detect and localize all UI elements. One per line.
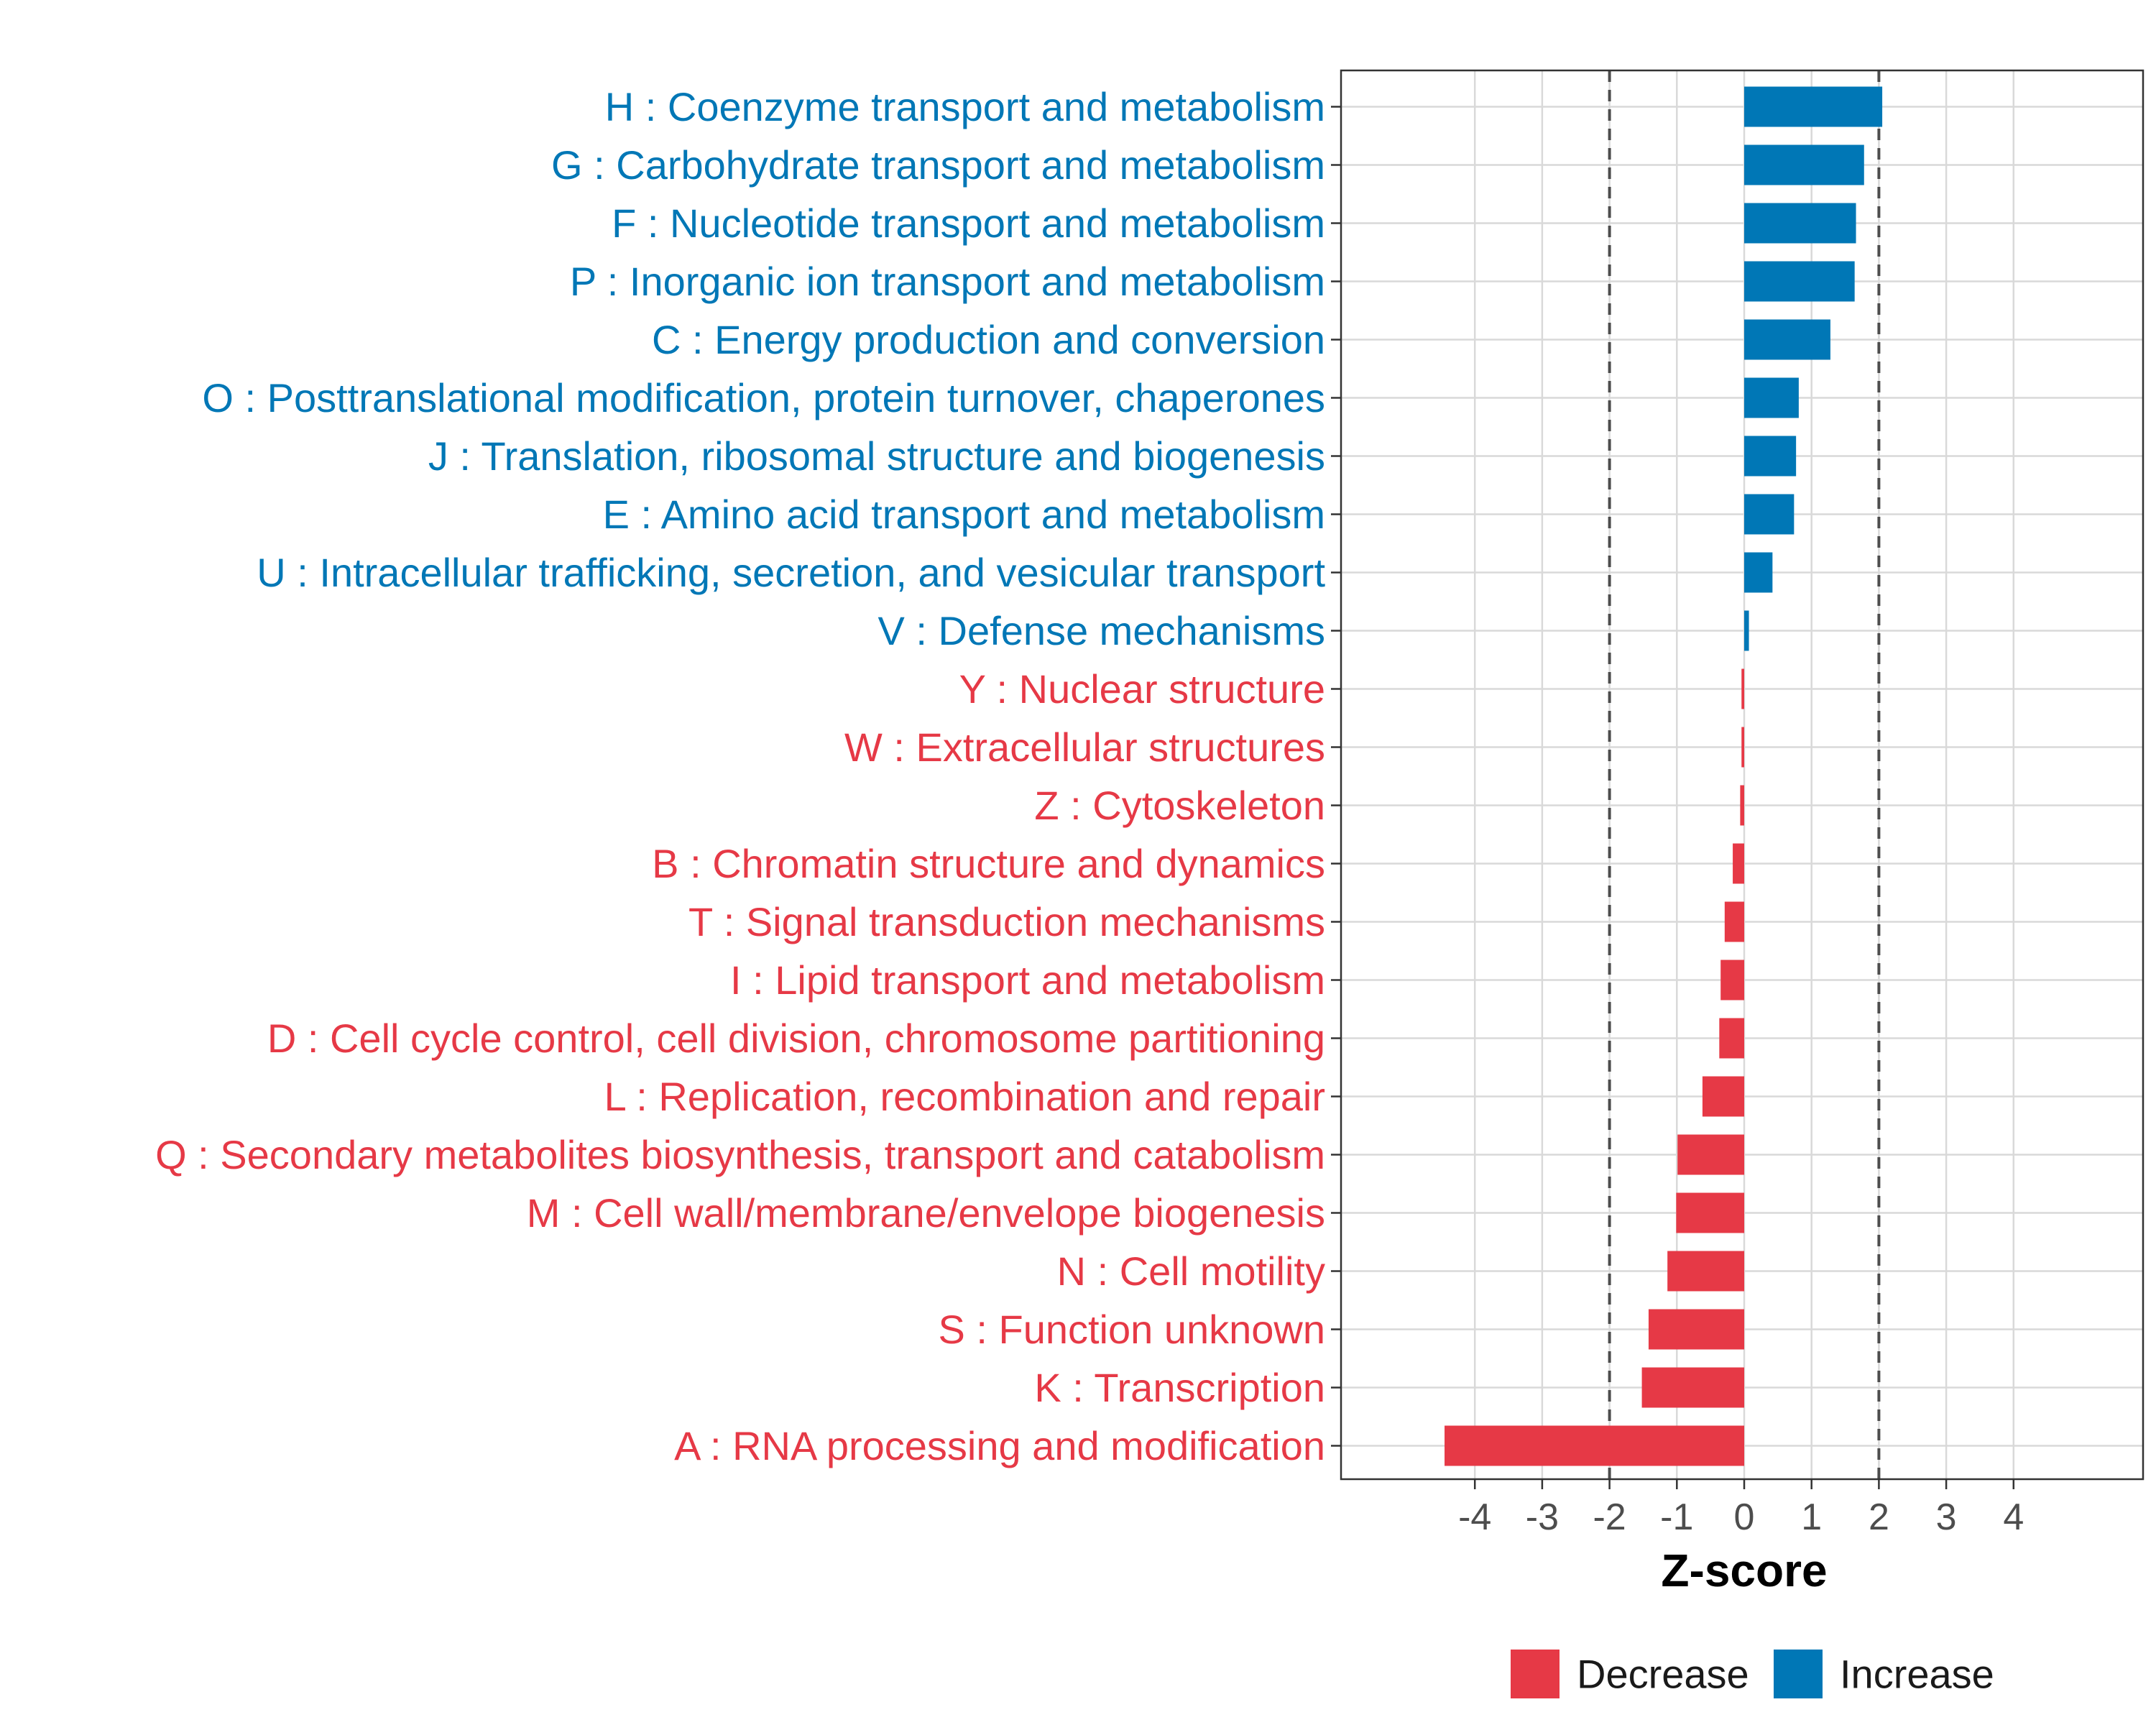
category-label: L : Replication, recombination and repai… xyxy=(604,1074,1325,1119)
bar xyxy=(1720,960,1744,1000)
bar xyxy=(1445,1425,1744,1466)
category-label: F : Nucleotide transport and metabolism xyxy=(612,201,1325,246)
bar xyxy=(1744,552,1773,593)
category-label: G : Carbohydrate transport and metabolis… xyxy=(551,142,1325,188)
category-label: Y : Nuclear structure xyxy=(959,666,1325,712)
plot-panel-frame xyxy=(1340,69,2145,1481)
category-label: D : Cell cycle control, cell division, c… xyxy=(267,1016,1325,1061)
bar xyxy=(1648,1309,1744,1350)
bar xyxy=(1744,86,1883,127)
category-label: V : Defense mechanisms xyxy=(878,608,1325,653)
category-label: I : Lipid transport and metabolism xyxy=(730,957,1325,1003)
category-label: J : Translation, ribosomal structure and… xyxy=(428,433,1325,479)
x-tick-label: -4 xyxy=(1458,1496,1491,1538)
category-label: H : Coenzyme transport and metabolism xyxy=(605,84,1325,129)
bar xyxy=(1702,1076,1744,1117)
legend-label: Decrease xyxy=(1577,1652,1749,1697)
legend-label: Increase xyxy=(1840,1652,1994,1697)
bar xyxy=(1667,1251,1744,1292)
bar xyxy=(1641,1367,1744,1408)
x-tick-label: 3 xyxy=(1936,1496,1957,1538)
category-labels: H : Coenzyme transport and metabolism G :… xyxy=(155,84,1325,1468)
bar xyxy=(1724,901,1744,942)
category-label: U : Intracellular trafficking, secretion… xyxy=(257,550,1325,595)
category-label: Z : Cytoskeleton xyxy=(1034,783,1325,828)
x-tick-label: -1 xyxy=(1660,1496,1693,1538)
bar xyxy=(1744,494,1795,535)
x-axis-title: Z-score xyxy=(1661,1545,1827,1596)
category-label: W : Extracellular structures xyxy=(844,724,1325,770)
category-label: K : Transcription xyxy=(1034,1365,1325,1410)
x-tick-label: -2 xyxy=(1593,1496,1626,1538)
bar xyxy=(1719,1018,1744,1059)
bar xyxy=(1741,668,1744,709)
y-axis-ticks xyxy=(1331,106,1341,1447)
legend: Decrease Increase xyxy=(1511,1650,1994,1698)
bar xyxy=(1676,1192,1744,1233)
x-tick-label: -3 xyxy=(1526,1496,1559,1538)
bar xyxy=(1744,144,1864,185)
x-tick-label: 4 xyxy=(2003,1496,2024,1538)
x-axis-ticks: -4 -3 -2 -1 0 1 2 3 4 xyxy=(1458,1479,2024,1538)
category-label: P : Inorganic ion transport and metaboli… xyxy=(570,259,1325,304)
bar xyxy=(1741,727,1744,768)
legend-swatch xyxy=(1511,1650,1560,1698)
legend-swatch xyxy=(1774,1650,1823,1698)
bar xyxy=(1733,843,1744,884)
bar xyxy=(1744,203,1856,244)
bar xyxy=(1744,261,1855,302)
category-label: N : Cell motility xyxy=(1057,1248,1325,1294)
bar xyxy=(1677,1134,1744,1175)
category-label: B : Chromatin structure and dynamics xyxy=(652,841,1325,886)
category-label: T : Signal transduction mechanisms xyxy=(688,899,1325,944)
category-label: Q : Secondary metabolites biosynthesis, … xyxy=(155,1132,1325,1177)
x-tick-label: 1 xyxy=(1801,1496,1822,1538)
category-label: O : Posttranslational modification, prot… xyxy=(202,375,1325,420)
threshold-lines xyxy=(1608,70,1881,1479)
bar xyxy=(1744,436,1797,477)
bar xyxy=(1744,319,1830,360)
bar xyxy=(1740,785,1744,826)
x-tick-label: 0 xyxy=(1734,1496,1755,1538)
category-label: S : Function unknown xyxy=(938,1307,1325,1352)
category-label: E : Amino acid transport and metabolism xyxy=(603,492,1325,537)
bar xyxy=(1744,610,1749,651)
bar xyxy=(1744,377,1799,418)
category-label: M : Cell wall/membrane/envelope biogenes… xyxy=(527,1190,1325,1236)
category-label: C : Energy production and conversion xyxy=(652,317,1325,362)
category-label: A : RNA processing and modification xyxy=(674,1423,1325,1468)
bars xyxy=(1445,86,1883,1466)
x-tick-label: 2 xyxy=(1869,1496,1889,1538)
